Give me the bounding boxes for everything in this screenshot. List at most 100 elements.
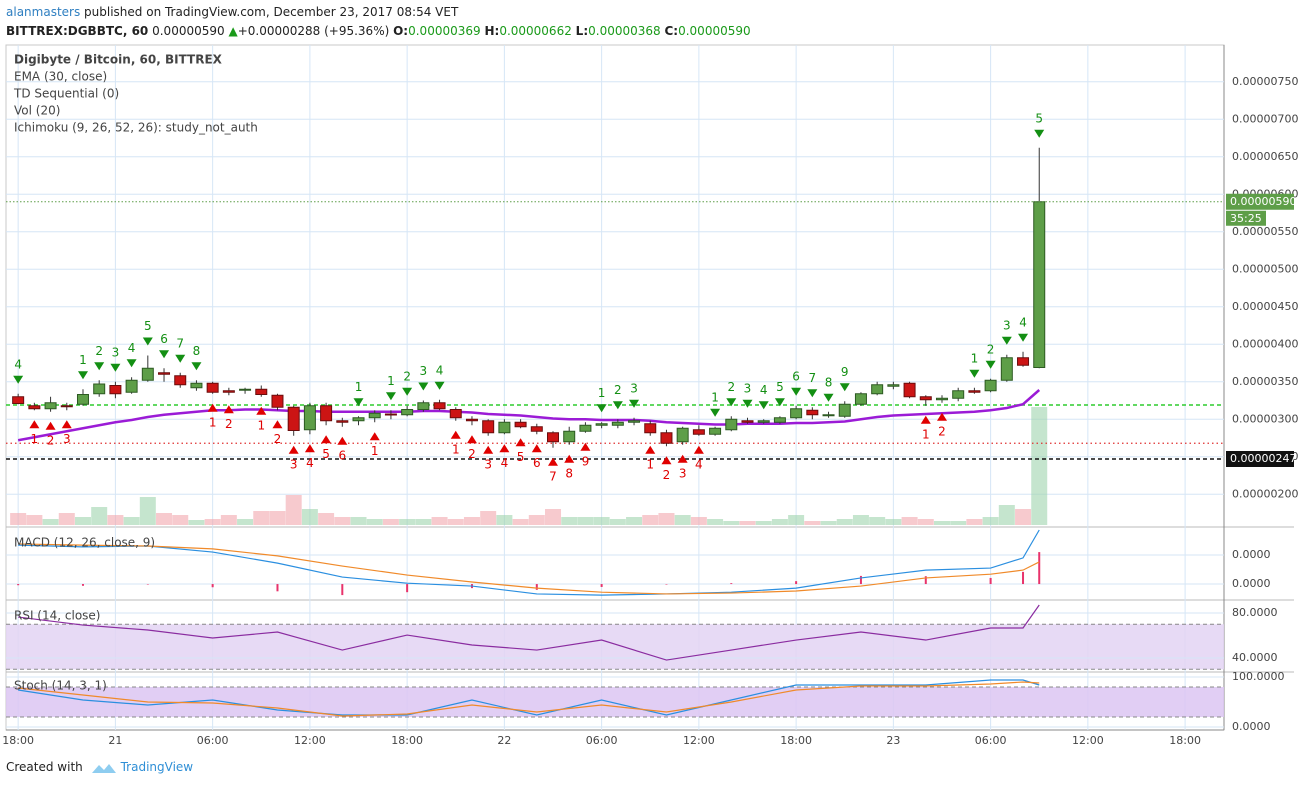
td-count: 9 xyxy=(841,365,849,379)
td-count: 6 xyxy=(338,448,346,462)
td-count: 2 xyxy=(727,380,735,394)
candle-body xyxy=(676,427,689,443)
candle-body xyxy=(887,384,900,387)
td-count: 3 xyxy=(112,345,120,359)
td-count: 1 xyxy=(209,415,217,429)
candle-body xyxy=(822,414,835,417)
td-count: 2 xyxy=(938,424,946,438)
volume-bar xyxy=(220,515,237,525)
td-marker xyxy=(596,404,607,413)
candle-body xyxy=(806,409,819,416)
volume-bar xyxy=(253,511,270,525)
td-marker xyxy=(175,354,186,363)
td-marker xyxy=(110,363,121,372)
td-marker xyxy=(142,337,153,346)
td-count: 9 xyxy=(582,454,590,468)
publish-line: alanmasters published on TradingView.com… xyxy=(6,3,751,22)
td-marker xyxy=(969,369,980,378)
x-tick-label: 18:00 xyxy=(391,734,423,747)
histogram-bar xyxy=(17,584,20,586)
td-count: 2 xyxy=(225,417,233,431)
td-count: 2 xyxy=(403,369,411,383)
td-marker xyxy=(337,436,348,445)
td-marker xyxy=(207,403,218,412)
td-count: 5 xyxy=(517,450,525,464)
td-count: 4 xyxy=(501,456,509,470)
y-tick-label: 0.00000550 xyxy=(1232,225,1298,238)
histogram-bar xyxy=(795,581,798,585)
candle-body xyxy=(239,388,252,391)
panel-title: RSI (14, close) xyxy=(14,609,100,623)
x-tick-label: 06:00 xyxy=(975,734,1007,747)
candle-body xyxy=(1033,201,1046,368)
volume-bar xyxy=(545,509,562,525)
o-label: O: xyxy=(393,24,409,38)
td-count: 5 xyxy=(322,447,330,461)
symbol: BITTREX:DGBBTC, 60 xyxy=(6,24,149,38)
candle-body xyxy=(141,367,154,381)
volume-bar xyxy=(366,519,383,525)
td-marker xyxy=(726,398,737,407)
price-tag xyxy=(1226,451,1294,467)
volume-bar xyxy=(91,507,108,525)
td-count: 1 xyxy=(646,457,654,471)
td-count: 2 xyxy=(274,432,282,446)
volume-bar xyxy=(382,519,399,525)
published: published on TradingView.com, December 2… xyxy=(84,5,459,19)
td-count: 3 xyxy=(1003,318,1011,332)
candle-body xyxy=(93,383,106,395)
td-count: 1 xyxy=(598,386,606,400)
volume-bar xyxy=(350,517,367,525)
up-arrow: ▲ xyxy=(228,24,238,38)
volume-bar xyxy=(755,521,772,525)
volume-bar xyxy=(1015,509,1032,525)
histogram-bar xyxy=(276,584,279,592)
td-marker xyxy=(304,444,315,453)
td-count: 1 xyxy=(922,427,930,441)
histogram-bar xyxy=(1022,571,1025,585)
candle-body xyxy=(320,405,333,422)
candle-body xyxy=(60,405,73,408)
candle-body xyxy=(692,429,705,435)
x-tick-label: 18:00 xyxy=(780,734,812,747)
band xyxy=(6,687,1224,717)
candle-body xyxy=(401,409,414,416)
legend-entry: Digibyte / Bitcoin, 60, BITTREX xyxy=(14,53,223,67)
volume-bar xyxy=(399,519,416,525)
brand[interactable]: TradingView xyxy=(120,760,194,774)
panel-title: MACD (12, 26, close, 9) xyxy=(14,536,155,550)
volume-bar xyxy=(172,515,189,525)
y-tick-label: 0.00000200 xyxy=(1232,487,1298,500)
price-tag xyxy=(1226,193,1294,210)
td-count: 4 xyxy=(695,457,703,471)
h-value: 0.00000662 xyxy=(499,24,572,38)
td-count: 6 xyxy=(792,369,800,383)
td-count: 4 xyxy=(436,363,444,377)
price-tag-label: 0.00000247 xyxy=(1230,452,1296,465)
volume-bar xyxy=(528,515,545,525)
td-count: 4 xyxy=(14,357,22,371)
td-marker xyxy=(321,435,332,444)
histogram-bar xyxy=(341,584,344,596)
td-count: 7 xyxy=(549,469,557,483)
volume-bar xyxy=(188,520,205,525)
author[interactable]: alanmasters xyxy=(6,5,81,19)
volume-bar xyxy=(626,517,643,525)
td-marker xyxy=(272,420,283,429)
td-count: 4 xyxy=(760,383,768,397)
td-marker xyxy=(1001,336,1012,345)
td-marker xyxy=(29,420,40,429)
candle-body xyxy=(725,418,738,431)
td-count: 6 xyxy=(160,332,168,346)
volume-bar xyxy=(415,519,432,525)
volume-bar xyxy=(674,515,691,525)
candle-body xyxy=(984,379,997,392)
td-marker xyxy=(466,435,477,444)
td-marker xyxy=(223,405,234,414)
indicator-line xyxy=(18,604,1040,661)
candle-body xyxy=(757,420,770,423)
volume-bar xyxy=(933,521,950,525)
y-tick-label: 0.00000350 xyxy=(1232,375,1298,388)
change: +0.00000288 (+95.36%) xyxy=(237,24,390,38)
